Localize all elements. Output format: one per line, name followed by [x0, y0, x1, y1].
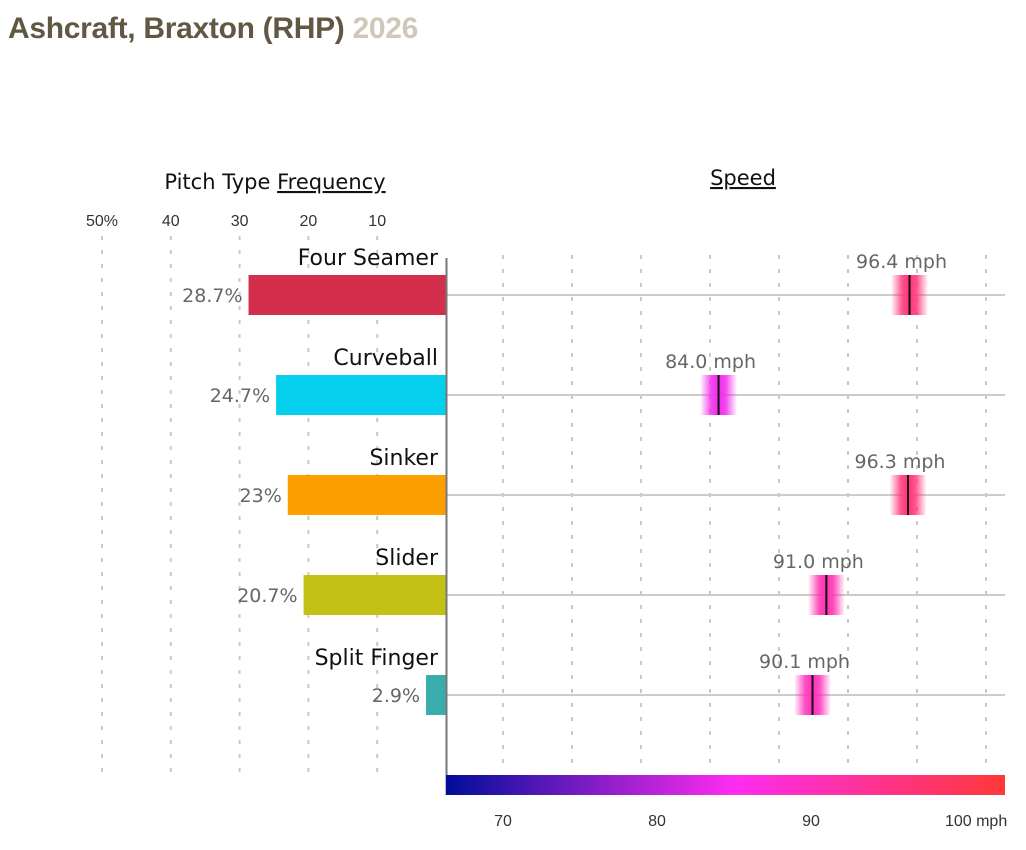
speed-tick-label: 100 mph [945, 813, 1007, 830]
speed-tick-label: 70 [494, 813, 512, 830]
frequency-title-link[interactable]: Frequency [277, 170, 386, 194]
frequency-title-prefix: Pitch Type [164, 170, 277, 194]
frequency-value-label: 2.9% [372, 685, 420, 707]
frequency-tick-label: 30 [231, 213, 249, 230]
speed-value-label: 90.1 mph [759, 651, 850, 673]
frequency-bar[interactable] [276, 375, 446, 415]
speed-axis-ticks: 70 80 90 100 mph [494, 813, 1007, 830]
frequency-bar[interactable] [303, 575, 446, 615]
speed-value-label: 96.4 mph [856, 251, 947, 273]
speed-value-label: 96.3 mph [854, 451, 945, 473]
frequency-tick-label: 20 [300, 213, 318, 230]
pitch-row: Split Finger 2.9% 90.1 mph [315, 646, 1005, 715]
frequency-axis-ticks: 50% 40 30 20 10 [86, 213, 386, 230]
pitch-row: Curveball 24.7% 84.0 mph [210, 346, 1005, 415]
speed-tick-label: 90 [802, 813, 820, 830]
frequency-value-label: 28.7% [182, 285, 242, 307]
frequency-bar[interactable] [287, 475, 446, 515]
pitch-type-label: Four Seamer [298, 246, 439, 271]
frequency-tick-label: 10 [368, 213, 386, 230]
gridlines [101, 236, 987, 772]
player-name: Ashcraft, Braxton (RHP) [8, 12, 345, 45]
pitch-type-label: Sinker [369, 446, 439, 471]
frequency-title: Pitch Type Frequency [164, 170, 385, 194]
frequency-tick-label: 40 [162, 213, 180, 230]
pitch-type-label: Split Finger [315, 646, 439, 671]
frequency-bar[interactable] [248, 275, 446, 315]
season-year: 2026 [352, 12, 419, 45]
frequency-value-label: 23% [240, 485, 282, 507]
speed-tick-label: 80 [648, 813, 666, 830]
frequency-tick-label: 50% [86, 213, 118, 230]
frequency-value-label: 20.7% [237, 585, 297, 607]
pitch-row: Slider 20.7% 91.0 mph [237, 546, 1005, 615]
pitch-row: Sinker 23% 96.3 mph [240, 446, 1005, 515]
page-title: Ashcraft, Braxton (RHP) 2026 [8, 12, 418, 46]
frequency-bar[interactable] [426, 675, 446, 715]
speed-colorscale-bar [446, 775, 1005, 795]
pitch-rows: Four Seamer 28.7% 96.4 mph Curveball 24.7% 84… [182, 246, 1005, 715]
pitch-type-label: Slider [375, 546, 439, 571]
speed-title[interactable]: Speed [710, 166, 776, 190]
pitch-row: Four Seamer 28.7% 96.4 mph [182, 246, 1005, 315]
speed-value-label: 84.0 mph [665, 351, 756, 373]
speed-value-label: 91.0 mph [773, 551, 864, 573]
frequency-value-label: 24.7% [210, 385, 270, 407]
pitch-type-label: Curveball [333, 346, 438, 371]
